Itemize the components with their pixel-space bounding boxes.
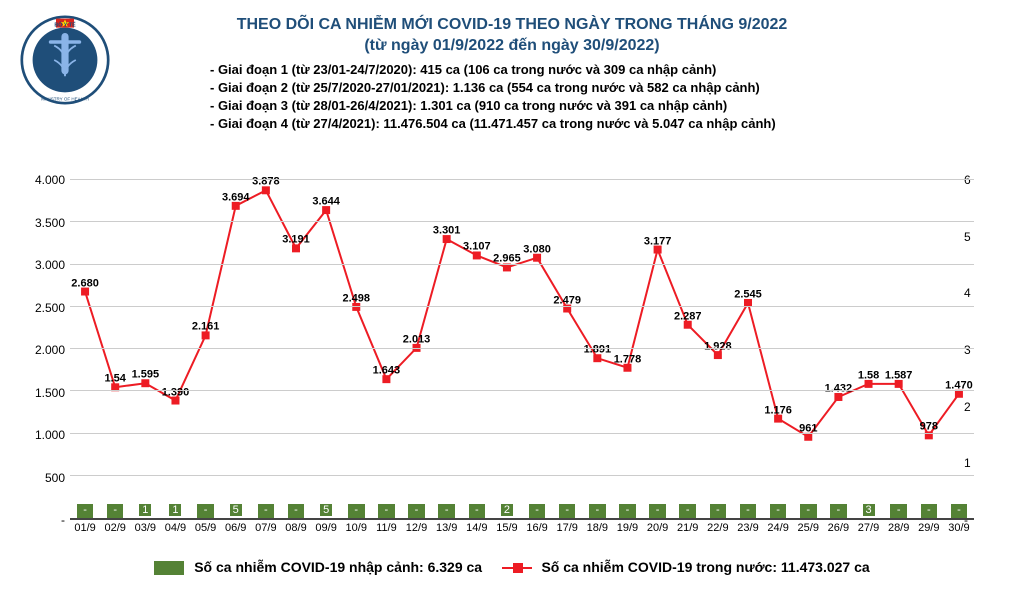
- legend-bar-label: Số ca nhiễm COVID-19 nhập cảnh: 6.329 ca: [194, 559, 482, 575]
- x-axis-label: 06/9: [225, 522, 246, 534]
- x-axis-label: 07/9: [255, 522, 276, 534]
- line-value-label: 1.595: [132, 369, 160, 381]
- x-axis-label: 03/9: [135, 522, 156, 534]
- y-axis-left: -5001.0001.5002.0002.5003.0003.5004.000: [15, 180, 65, 520]
- x-axis-label: 11/9: [376, 522, 397, 534]
- line-value-label: 2.161: [192, 321, 220, 333]
- y-left-tick: 2.000: [15, 343, 65, 357]
- svg-text:BỘ Y TẾ: BỘ Y TẾ: [54, 21, 76, 29]
- gridline: [70, 348, 974, 349]
- gridline: [70, 475, 974, 476]
- x-axis-label: 12/9: [406, 522, 427, 534]
- line-value-label: 3.107: [463, 241, 491, 253]
- line-value-label: 1.432: [825, 383, 853, 395]
- x-axis-label: 23/9: [737, 522, 758, 534]
- phase-line: - Giai đoạn 1 (từ 23/01-24/7/2020): 415 …: [210, 61, 1014, 79]
- gridline: [70, 221, 974, 222]
- x-axis-label: 22/9: [707, 522, 728, 534]
- x-axis-label: 29/9: [918, 522, 939, 534]
- x-axis-label: 13/9: [436, 522, 457, 534]
- y-left-tick: 1.000: [15, 428, 65, 442]
- line-value-label: 1.643: [373, 365, 401, 377]
- line-value-label: 2.498: [343, 293, 371, 305]
- x-axis-label: 15/9: [496, 522, 517, 534]
- line-value-label: 1.390: [162, 386, 190, 398]
- x-axis-label: 01/9: [74, 522, 95, 534]
- y-left-tick: 500: [15, 471, 65, 485]
- x-axis-label: 10/9: [346, 522, 367, 534]
- y-left-tick: 1.500: [15, 386, 65, 400]
- title-line-2: (từ ngày 01/9/2022 đến ngày 30/9/2022): [10, 36, 1014, 57]
- line-value-label: 1.54: [104, 373, 125, 385]
- line-value-label: 3.301: [433, 225, 461, 237]
- line-value-label: 3.644: [312, 196, 340, 208]
- chart-legend: Số ca nhiễm COVID-19 nhập cảnh: 6.329 ca…: [10, 559, 1014, 575]
- line-value-label: 3.694: [222, 191, 250, 203]
- line-value-label: 1.587: [885, 369, 913, 381]
- gridline: [70, 433, 974, 434]
- x-axis-label: 24/9: [767, 522, 788, 534]
- x-axis-label: 27/9: [858, 522, 879, 534]
- x-axis-label: 19/9: [617, 522, 638, 534]
- line-value-label: 3.177: [644, 235, 672, 247]
- line-value-label: 3.191: [282, 234, 310, 246]
- x-axis-label: 30/9: [948, 522, 969, 534]
- gridline: [70, 306, 974, 307]
- line-value-label: 1.891: [584, 344, 612, 356]
- x-axis-label: 05/9: [195, 522, 216, 534]
- line-labels-layer: 2.6801.541.5951.3902.1613.6943.8783.1913…: [70, 180, 974, 518]
- x-axis-label: 08/9: [285, 522, 306, 534]
- chart-plot-area: -01/9-02/9103/9104/9-05/9506/9-07/9-08/9…: [70, 180, 974, 520]
- phase-summary: - Giai đoạn 1 (từ 23/01-24/7/2020): 415 …: [10, 61, 1014, 134]
- x-axis-label: 02/9: [104, 522, 125, 534]
- line-value-label: 2.545: [734, 289, 762, 301]
- x-axis-label: 25/9: [798, 522, 819, 534]
- x-axis-label: 17/9: [556, 522, 577, 534]
- line-value-label: 1.176: [764, 404, 792, 416]
- y-left-tick: 3.500: [15, 216, 65, 230]
- x-axis-label: 26/9: [828, 522, 849, 534]
- line-value-label: 1.778: [614, 353, 642, 365]
- svg-text:MINISTRY OF HEALTH: MINISTRY OF HEALTH: [41, 97, 89, 102]
- chart-titles: THEO DÕI CA NHIỄM MỚI COVID-19 THEO NGÀY…: [10, 10, 1014, 133]
- gridline: [70, 264, 974, 265]
- line-value-label: 2.287: [674, 310, 702, 322]
- line-value-label: 3.878: [252, 176, 280, 188]
- y-left-tick: 3.000: [15, 258, 65, 272]
- ministry-logo: MINISTRY OF HEALTH BỘ Y TẾ: [20, 15, 110, 105]
- line-value-label: 2.680: [71, 277, 99, 289]
- line-value-label: 3.080: [523, 243, 551, 255]
- line-value-label: 1.928: [704, 341, 732, 353]
- line-value-label: 2.479: [553, 294, 581, 306]
- phase-line: - Giai đoạn 3 (từ 28/01-26/4/2021): 1.30…: [210, 97, 1014, 115]
- y-left-tick: -: [15, 513, 65, 527]
- chart-container: MINISTRY OF HEALTH BỘ Y TẾ THEO DÕI CA N…: [10, 10, 1014, 580]
- legend-line-label: Số ca nhiễm COVID-19 trong nước: 11.473.…: [541, 559, 869, 575]
- gridline: [70, 179, 974, 180]
- x-axis-label: 21/9: [677, 522, 698, 534]
- phase-line: - Giai đoạn 2 (từ 25/7/2020-27/01/2021):…: [210, 79, 1014, 97]
- x-axis-label: 14/9: [466, 522, 487, 534]
- x-axis-label: 09/9: [315, 522, 336, 534]
- x-axis-label: 20/9: [647, 522, 668, 534]
- x-axis-label: 28/9: [888, 522, 909, 534]
- legend-line-swatch: [502, 567, 532, 569]
- x-axis-label: 18/9: [587, 522, 608, 534]
- x-axis-label: 16/9: [526, 522, 547, 534]
- title-line-1: THEO DÕI CA NHIỄM MỚI COVID-19 THEO NGÀY…: [10, 15, 1014, 36]
- y-left-tick: 4.000: [15, 173, 65, 187]
- y-left-tick: 2.500: [15, 301, 65, 315]
- line-value-label: 978: [920, 421, 938, 433]
- legend-bar-swatch: [154, 561, 184, 575]
- line-value-label: 2.013: [403, 333, 431, 345]
- phase-line: - Giai đoạn 4 (từ 27/4/2021): 11.476.504…: [210, 115, 1014, 133]
- x-axis-label: 04/9: [165, 522, 186, 534]
- line-value-label: 1.58: [858, 369, 879, 381]
- gridline: [70, 390, 974, 391]
